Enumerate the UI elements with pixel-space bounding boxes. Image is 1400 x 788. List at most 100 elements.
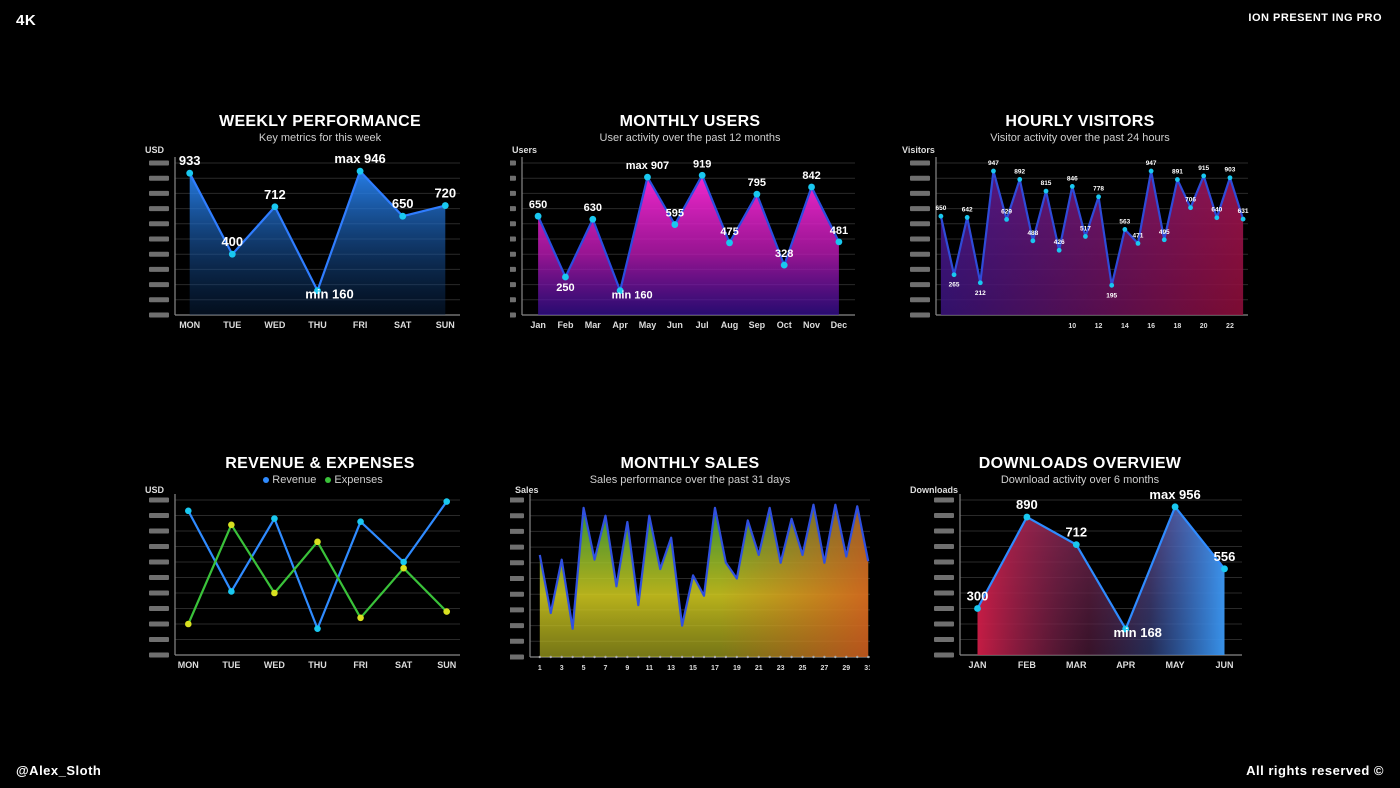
x-tick-mark xyxy=(582,655,585,659)
data-point-revenue xyxy=(443,498,451,505)
y-tick-label xyxy=(934,590,954,596)
x-tick-label: Dec xyxy=(831,320,848,330)
chart-title: REVENUE & EXPENSES xyxy=(225,455,415,472)
x-tick-label: TUE xyxy=(223,320,241,330)
data-point-revenue xyxy=(271,515,278,522)
y-tick-label xyxy=(149,652,169,658)
data-label: 706 xyxy=(1185,197,1196,204)
data-point-revenue xyxy=(228,588,235,595)
chart-subtitle: Key metrics for this week xyxy=(258,132,382,144)
data-label: 712 xyxy=(1065,525,1087,540)
x-tick-label: 3 xyxy=(560,665,564,672)
y-tick-label xyxy=(934,652,954,658)
x-tick-mark xyxy=(648,655,651,659)
x-tick-mark xyxy=(757,655,760,659)
data-point xyxy=(1227,175,1233,181)
data-point-revenue xyxy=(400,558,407,566)
data-point xyxy=(808,183,815,191)
data-point xyxy=(1122,227,1128,232)
chart-subtitle: Sales performance over the past 31 days xyxy=(589,474,791,486)
x-tick-label: SUN xyxy=(436,320,455,330)
chart-panel-hourly-visitors: HOURLY VISITORS Visitor activity over th… xyxy=(900,113,1260,343)
data-label: min 160 xyxy=(305,287,353,302)
data-label: 556 xyxy=(1214,549,1236,564)
y-axis-label: USD xyxy=(145,145,165,155)
y-axis-label: Visitors xyxy=(902,145,935,155)
data-point xyxy=(228,250,236,258)
area-fill xyxy=(189,171,446,315)
data-point xyxy=(974,605,981,612)
legend-label-revenue: Revenue xyxy=(272,474,317,486)
x-tick-label: Jul xyxy=(696,320,709,330)
y-tick-label xyxy=(934,637,954,642)
x-tick-label: Aug xyxy=(721,320,739,330)
chart-panel-monthly-sales: MONTHLY SALES Sales performance over the… xyxy=(510,455,870,685)
x-tick-label: THU xyxy=(308,320,327,330)
y-tick-label xyxy=(510,190,516,196)
x-tick-label: 11 xyxy=(646,665,654,672)
y-tick-label xyxy=(510,312,516,318)
data-label: 631 xyxy=(1238,208,1249,215)
chart-legend: Revenue Expenses xyxy=(140,474,500,486)
data-point xyxy=(1023,513,1031,521)
chart-subtitle: Download activity over 6 months xyxy=(1000,474,1160,486)
data-label: 488 xyxy=(1027,230,1038,237)
legend-label-expenses: Expenses xyxy=(334,474,383,486)
legend-swatch-expenses xyxy=(325,477,332,484)
data-point xyxy=(562,273,569,281)
data-point xyxy=(977,280,983,286)
data-label: 265 xyxy=(949,282,960,289)
area-fill-overlay xyxy=(977,506,1225,655)
chart-panel-downloads-overview: DOWNLOADS OVERVIEW Download activity ove… xyxy=(900,455,1260,685)
data-point xyxy=(1214,215,1220,221)
x-tick-mark xyxy=(867,655,870,659)
x-tick-label: WED xyxy=(264,320,285,330)
data-point xyxy=(671,221,679,228)
x-tick-mark xyxy=(713,655,717,659)
y-tick-label xyxy=(910,206,930,212)
x-tick-mark xyxy=(724,655,728,659)
x-tick-label: 19 xyxy=(733,665,741,672)
data-label: 890 xyxy=(1016,497,1038,512)
chart-title: MONTHLY SALES xyxy=(620,455,760,472)
area-fill xyxy=(538,175,839,315)
series-line xyxy=(976,505,1226,631)
x-tick-mark xyxy=(735,655,739,659)
y-tick-label xyxy=(149,497,169,503)
data-label: 650 xyxy=(935,205,946,212)
data-label: 495 xyxy=(1159,229,1170,236)
data-point xyxy=(1188,205,1193,211)
data-point-expenses xyxy=(228,521,235,529)
data-point xyxy=(1030,238,1036,244)
y-tick-label xyxy=(910,160,930,166)
y-tick-label xyxy=(149,297,169,303)
area-fill-overlay xyxy=(940,171,1244,315)
x-tick-label: Apr xyxy=(612,320,628,330)
data-point xyxy=(1122,625,1130,633)
chart-subtitle: Visitor activity over the past 24 hours xyxy=(990,132,1170,144)
data-label: 642 xyxy=(962,206,973,213)
series-line xyxy=(538,503,870,630)
y-tick-label xyxy=(910,175,930,181)
y-tick-label xyxy=(510,544,524,550)
data-label: 400 xyxy=(221,234,243,249)
y-tick-label xyxy=(149,513,169,518)
y-tick-label xyxy=(149,621,169,627)
y-tick-label xyxy=(149,266,169,272)
x-tick-label: 14 xyxy=(1121,323,1129,330)
data-label: 903 xyxy=(1225,167,1236,174)
y-tick-label xyxy=(510,623,524,629)
data-point xyxy=(1161,237,1167,243)
x-tick-label: FEB xyxy=(1018,660,1037,670)
chart-svg: JAN FEB MAR APR MAY JUN 300 890 712 min 168 max 95… xyxy=(934,487,1242,670)
y-tick-label xyxy=(934,544,954,549)
data-point xyxy=(1240,216,1246,222)
x-tick-label: 18 xyxy=(1174,323,1182,330)
x-tick-mark xyxy=(768,655,771,659)
x-tick-label: 1 xyxy=(538,665,542,672)
y-tick-label xyxy=(934,575,954,580)
data-label: 846 xyxy=(1067,175,1078,182)
y-tick-label xyxy=(510,206,516,212)
data-point xyxy=(1201,173,1207,179)
x-tick-label: MAY xyxy=(1166,660,1185,670)
